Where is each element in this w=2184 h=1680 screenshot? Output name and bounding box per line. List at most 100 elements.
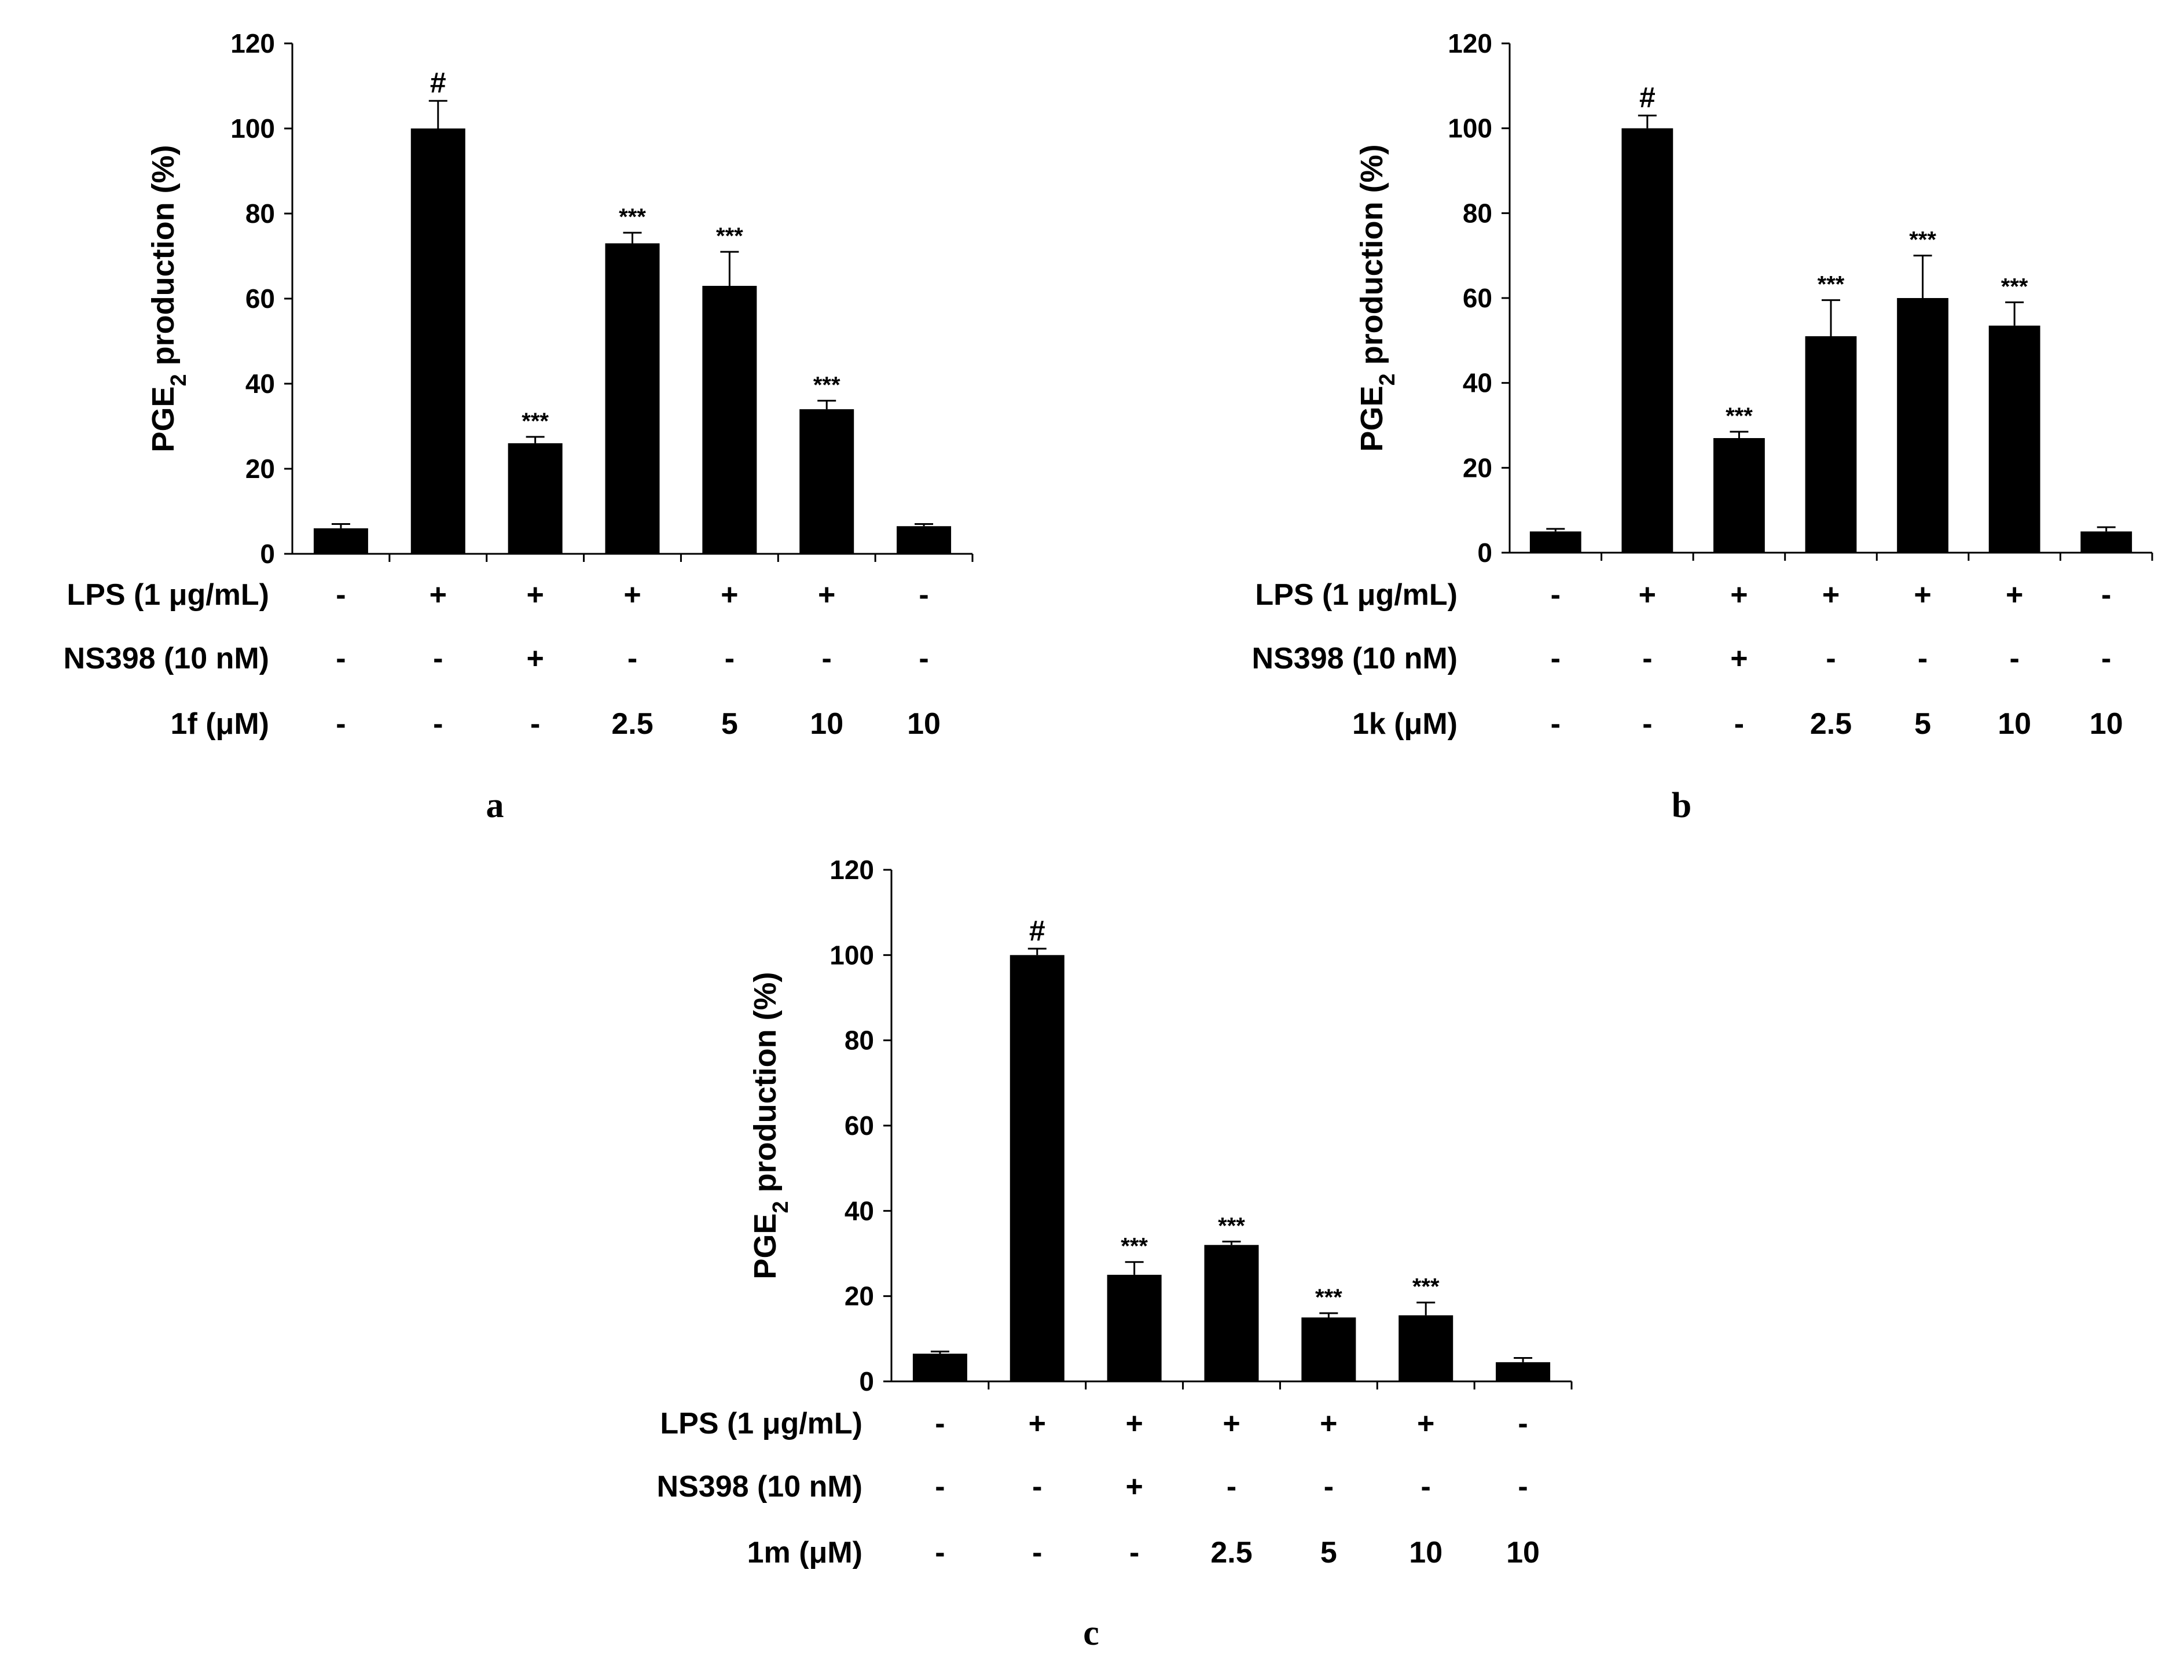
bar-b-0 bbox=[1529, 531, 1581, 553]
significance-label-b-4: *** bbox=[1909, 227, 1936, 253]
treatment-cell-b-2-3: 2.5 bbox=[1810, 707, 1852, 741]
significance-label-b-2: *** bbox=[1726, 403, 1753, 429]
treatment-cell-a-2-5: 10 bbox=[810, 707, 843, 741]
treatment-cell-a-2-0: - bbox=[336, 707, 346, 741]
treatment-cell-b-0-3: + bbox=[1822, 578, 1840, 612]
treatment-cell-b-2-1: - bbox=[1642, 707, 1652, 741]
treatment-cell-c-0-0: - bbox=[935, 1407, 945, 1440]
chart-b-svg: 0 20 40 60 80 100 120 PGE2 production (%) # *** **… bbox=[1252, 28, 2153, 825]
treatment-cell-a-1-1: - bbox=[433, 642, 443, 675]
treatment-row-label-c-2: 1m (μM) bbox=[747, 1536, 862, 1569]
treatment-cell-a-0-4: + bbox=[721, 578, 738, 612]
y-tick-label-b: 100 bbox=[1448, 113, 1492, 144]
treatment-cell-a-1-0: - bbox=[336, 642, 346, 675]
bar-c-6 bbox=[1496, 1362, 1551, 1381]
treatment-cell-a-0-2: + bbox=[526, 578, 544, 612]
bar-a-6 bbox=[897, 526, 952, 554]
treatment-cell-a-0-1: + bbox=[430, 578, 447, 612]
significance-label-a-1: # bbox=[430, 67, 446, 99]
treatment-cell-b-1-3: - bbox=[1826, 642, 1836, 675]
bar-c-4 bbox=[1301, 1317, 1356, 1381]
treatment-row-label-a-0: LPS (1 μg/mL) bbox=[67, 578, 269, 612]
treatment-cell-b-1-1: - bbox=[1642, 642, 1652, 675]
y-tick-label-a: 0 bbox=[260, 539, 275, 569]
significance-label-b-1: # bbox=[1639, 82, 1656, 114]
treatment-cell-c-1-1: - bbox=[1032, 1470, 1042, 1503]
treatment-row-label-b-2: 1k (μM) bbox=[1352, 707, 1458, 741]
treatment-cell-a-0-5: + bbox=[818, 578, 835, 612]
treatment-cell-b-0-0: - bbox=[1551, 578, 1561, 612]
treatment-cell-c-0-3: + bbox=[1223, 1407, 1240, 1440]
treatment-cell-c-0-4: + bbox=[1320, 1407, 1337, 1440]
treatment-cell-c-0-1: + bbox=[1029, 1407, 1046, 1440]
significance-label-c-4: *** bbox=[1315, 1285, 1342, 1310]
y-tick-label-b: 20 bbox=[1463, 453, 1492, 483]
treatment-cell-c-2-0: - bbox=[935, 1536, 945, 1569]
significance-label-a-4: *** bbox=[716, 223, 743, 249]
bar-c-0 bbox=[912, 1354, 967, 1381]
treatment-cell-c-1-4: - bbox=[1324, 1470, 1334, 1503]
y-tick-label-a: 20 bbox=[245, 454, 275, 484]
bar-b-4 bbox=[1897, 298, 1948, 553]
bar-a-3 bbox=[605, 243, 660, 554]
treatment-row-label-b-1: NS398 (10 nM) bbox=[1252, 642, 1458, 675]
treatment-cell-a-1-6: - bbox=[919, 642, 928, 675]
y-tick-label-c: 0 bbox=[859, 1366, 874, 1396]
treatment-cell-c-2-5: 10 bbox=[1409, 1536, 1442, 1569]
chart-panel-b: 0 20 40 60 80 100 120 PGE2 production (%) # *** **… bbox=[1187, 0, 2184, 840]
y-tick-label-c: 40 bbox=[845, 1196, 874, 1226]
treatment-cell-a-2-3: 2.5 bbox=[611, 707, 653, 741]
bar-c-5 bbox=[1399, 1315, 1453, 1381]
significance-label-c-5: *** bbox=[1412, 1274, 1440, 1300]
y-tick-label-c: 80 bbox=[845, 1025, 874, 1056]
y-tick-label-a: 80 bbox=[245, 198, 275, 229]
significance-label-b-5: *** bbox=[2001, 274, 2028, 299]
treatment-cell-c-1-3: - bbox=[1227, 1470, 1236, 1503]
treatment-cell-b-0-1: + bbox=[1639, 578, 1656, 612]
treatment-cell-b-1-6: - bbox=[2101, 642, 2111, 675]
treatment-cell-b-1-5: - bbox=[2009, 642, 2019, 675]
treatment-cell-b-2-5: 10 bbox=[1998, 707, 2031, 741]
treatment-cell-b-0-4: + bbox=[1914, 578, 1931, 612]
treatment-cell-c-1-2: + bbox=[1125, 1470, 1143, 1503]
bar-b-3 bbox=[1805, 336, 1857, 553]
y-tick-label-a: 100 bbox=[230, 113, 275, 144]
y-axis-label-b: PGE2 production (%) bbox=[1355, 144, 1400, 451]
panel-label-a: a bbox=[486, 786, 504, 825]
treatment-cell-a-2-1: - bbox=[433, 707, 443, 741]
y-tick-label-b: 80 bbox=[1463, 198, 1492, 228]
treatment-cell-c-2-1: - bbox=[1032, 1536, 1042, 1569]
bar-c-3 bbox=[1204, 1245, 1259, 1381]
treatment-cell-a-2-6: 10 bbox=[907, 707, 941, 741]
y-tick-label-b: 0 bbox=[1477, 538, 1492, 568]
treatment-cell-b-2-4: 5 bbox=[1914, 707, 1931, 741]
y-tick-label-b: 40 bbox=[1463, 368, 1492, 398]
treatment-cell-c-0-5: + bbox=[1417, 1407, 1434, 1440]
bar-a-0 bbox=[313, 528, 368, 554]
y-axis-label-c: PGE2 production (%) bbox=[748, 972, 793, 1279]
y-tick-label-c: 120 bbox=[829, 855, 874, 885]
significance-label-c-1: # bbox=[1029, 914, 1045, 947]
y-tick-label-a: 60 bbox=[245, 284, 275, 314]
treatment-cell-a-2-4: 5 bbox=[721, 707, 738, 741]
treatment-cell-b-1-2: + bbox=[1730, 642, 1748, 675]
chart-a-svg: 0 20 40 60 80 100 120 PGE2 production (%) # *** **… bbox=[64, 28, 974, 825]
bar-c-2 bbox=[1107, 1274, 1162, 1381]
bar-a-5 bbox=[799, 409, 854, 554]
chart-c-svg: 0 20 40 60 80 100 120 PGE2 production (%) # *** **… bbox=[657, 855, 1573, 1653]
significance-label-a-5: *** bbox=[813, 372, 840, 398]
treatment-cell-a-1-4: - bbox=[725, 642, 735, 675]
bar-b-5 bbox=[1988, 325, 2040, 553]
treatment-row-label-b-0: LPS (1 μg/mL) bbox=[1255, 578, 1458, 612]
treatment-cell-a-1-3: - bbox=[627, 642, 637, 675]
treatment-cell-b-0-6: - bbox=[2101, 578, 2111, 612]
treatment-cell-a-2-2: - bbox=[530, 707, 540, 741]
treatment-cell-c-2-4: 5 bbox=[1320, 1536, 1337, 1569]
treatment-row-label-a-2: 1f (μM) bbox=[171, 707, 269, 741]
treatment-cell-c-1-0: - bbox=[935, 1470, 945, 1503]
treatment-cell-c-2-6: 10 bbox=[1506, 1536, 1540, 1569]
significance-label-a-3: *** bbox=[619, 204, 646, 230]
treatment-cell-b-0-5: + bbox=[2006, 578, 2023, 612]
y-tick-label-b: 120 bbox=[1448, 28, 1492, 58]
treatment-cell-b-1-0: - bbox=[1551, 642, 1561, 675]
